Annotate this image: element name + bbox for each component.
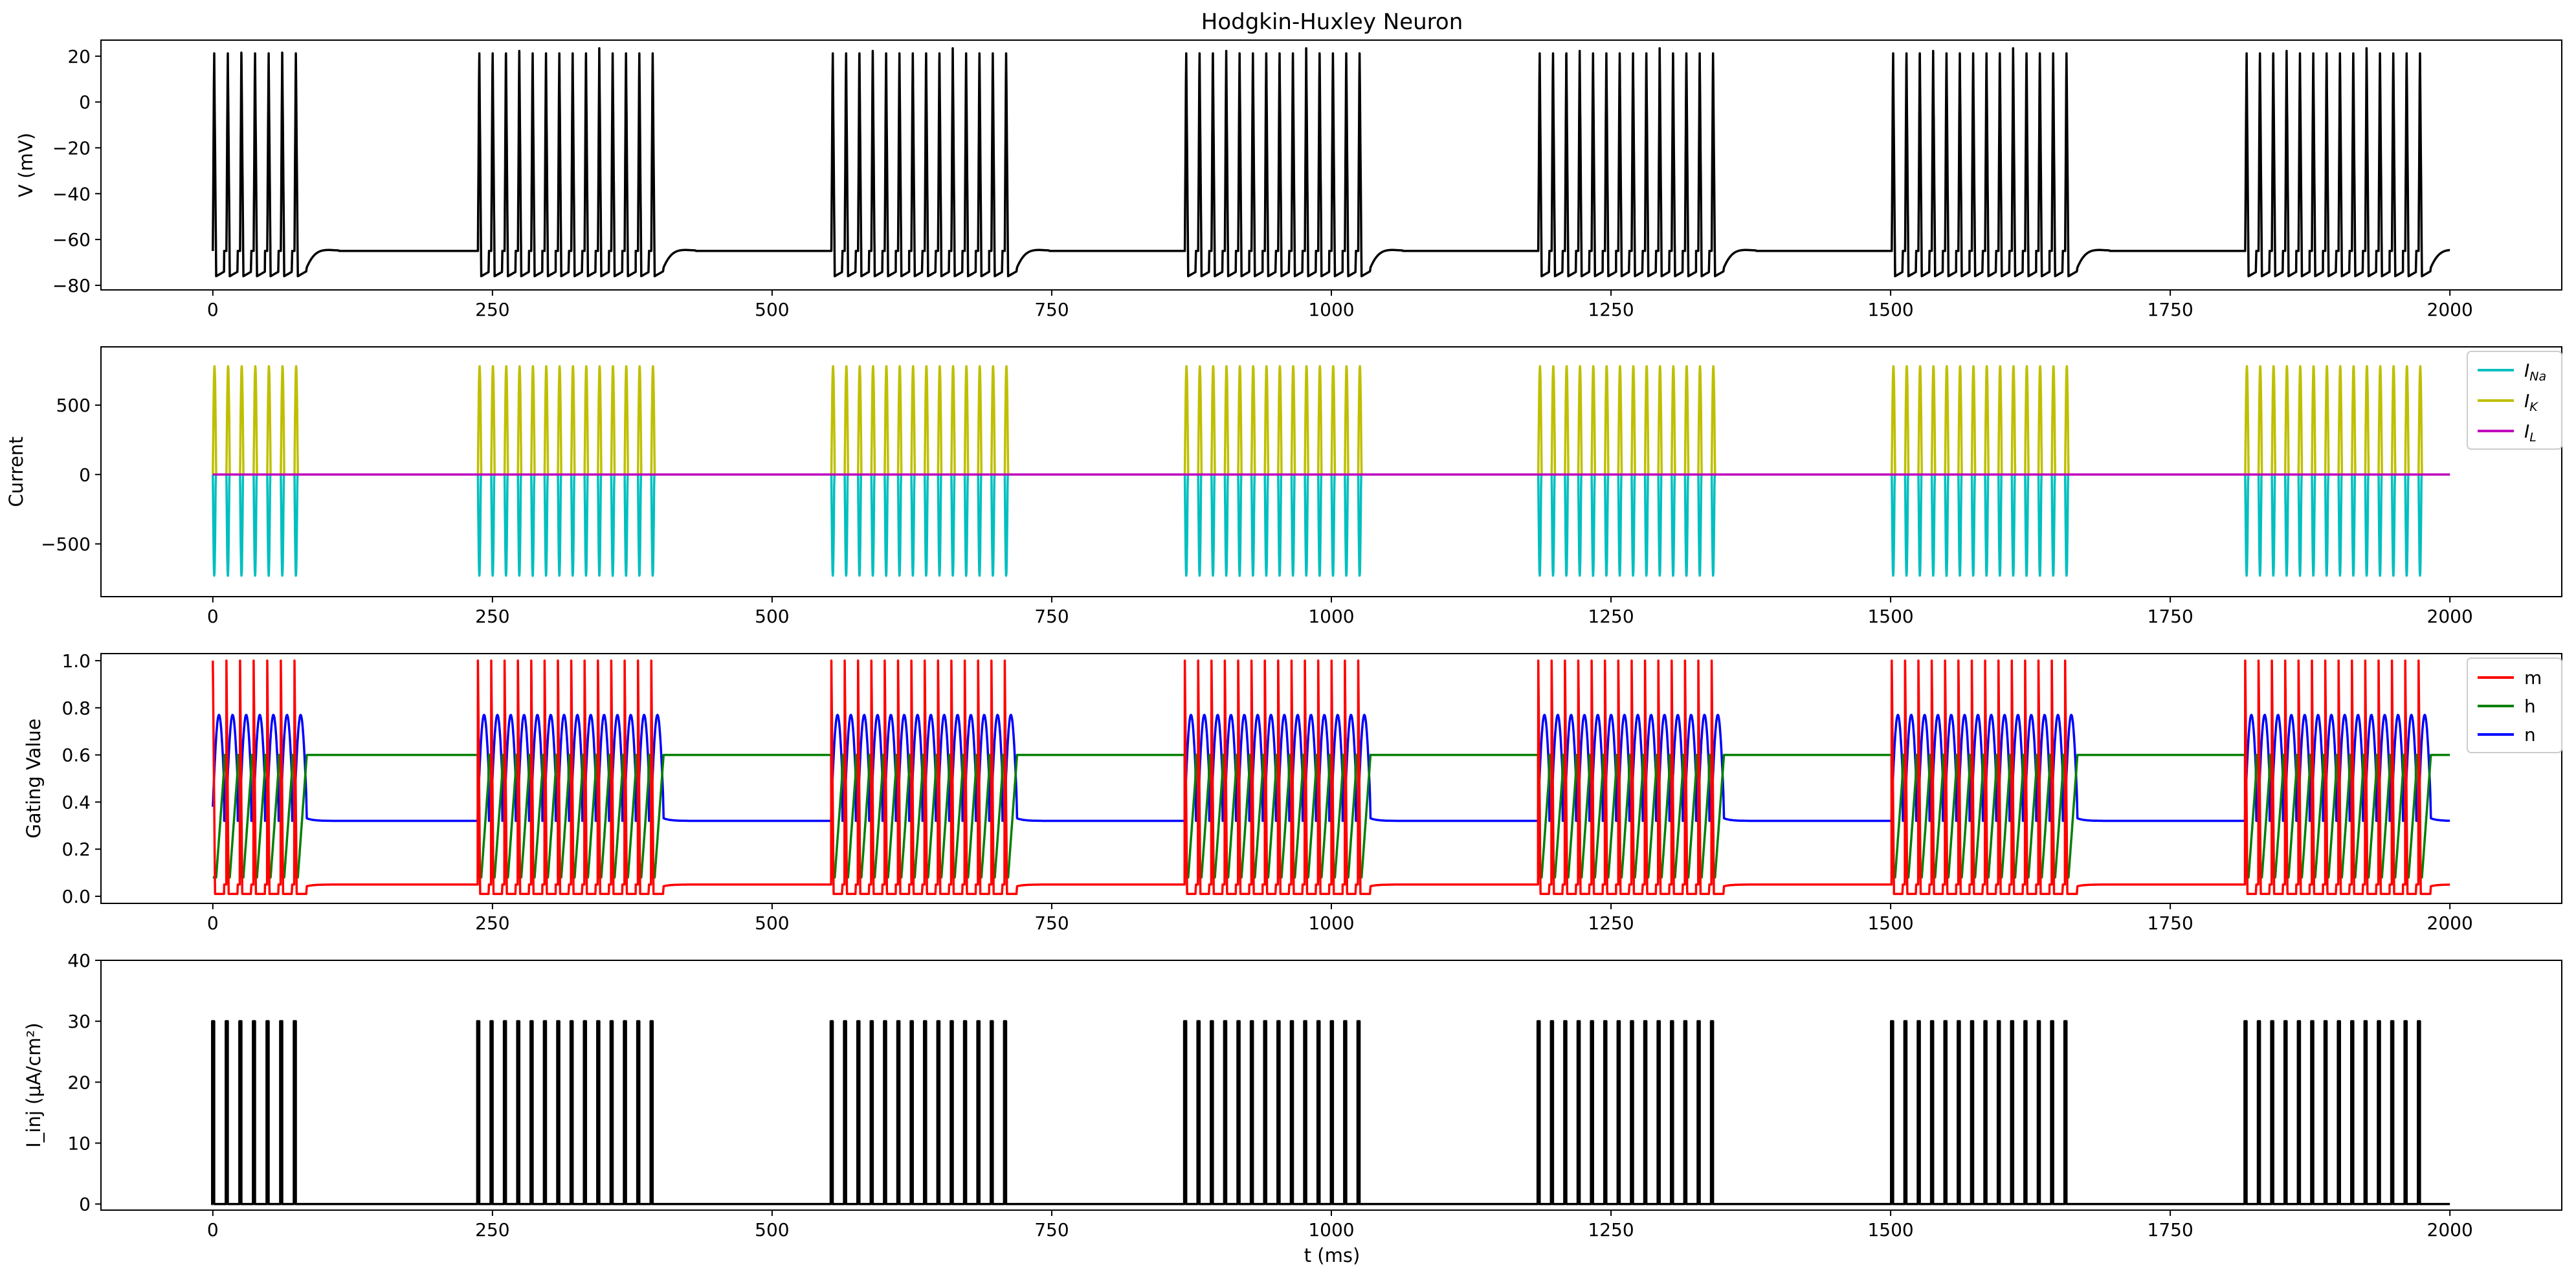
x-tick-label: 1250 xyxy=(1588,1219,1634,1241)
x-tick-label: 750 xyxy=(1034,1219,1069,1241)
y-tick-label: −500 xyxy=(41,534,91,555)
x-tick-label: 1000 xyxy=(1308,1219,1354,1241)
y-tick-label: 0.4 xyxy=(61,791,91,813)
voltage-y-axis-label: V (mV) xyxy=(15,133,37,197)
x-tick-label: 500 xyxy=(755,912,789,934)
gating-x-ticks: 0 250 500 750 1000 1250 1500 1750 2000 xyxy=(207,903,2473,934)
gating-y-ticks: 0.0 0.2 0.4 0.6 0.8 1.0 xyxy=(61,650,101,907)
y-tick-label: 0.6 xyxy=(61,745,91,766)
voltage-x-ticks: 0 250 500 750 1000 1250 1500 1750 2000 xyxy=(207,290,2473,320)
panel-injected-current: 0 250 500 750 1000 1250 1500 1750 2000 0 10 20 30 40… xyxy=(23,950,2562,1266)
y-tick-label: 10 xyxy=(67,1132,91,1154)
x-tick-label: 250 xyxy=(475,1219,509,1241)
y-tick-label: 40 xyxy=(67,950,91,971)
y-tick-label: 20 xyxy=(67,46,91,67)
y-tick-label: 0.2 xyxy=(61,839,91,860)
x-tick-label: 1000 xyxy=(1308,606,1354,627)
x-tick-label: 750 xyxy=(1034,606,1069,627)
currents-x-ticks: 0 250 500 750 1000 1250 1500 1750 2000 xyxy=(207,597,2473,627)
injected-x-ticks: 0 250 500 750 1000 1250 1500 1750 2000 xyxy=(207,1210,2473,1241)
y-tick-label: 20 xyxy=(67,1072,91,1093)
x-tick-label: 1500 xyxy=(1867,606,1913,627)
currents-y-axis-label: Current xyxy=(5,437,27,507)
voltage-trace xyxy=(212,47,2451,278)
x-tick-label: 0 xyxy=(207,912,219,934)
currents-series-layer xyxy=(212,365,2451,577)
x-tick-label: 1250 xyxy=(1588,299,1634,320)
gating-legend: m h n xyxy=(2467,657,2562,753)
legend-label-ik: IK xyxy=(2524,390,2538,414)
x-tick-label: 1250 xyxy=(1588,912,1634,934)
x-tick-label: 250 xyxy=(475,912,509,934)
m-trace xyxy=(212,659,2451,896)
x-tick-label: 250 xyxy=(475,299,509,320)
gating-series-layer xyxy=(212,659,2451,896)
x-tick-label: 1500 xyxy=(1867,299,1913,320)
y-tick-label: 0.0 xyxy=(61,886,91,907)
legend-label-m: m xyxy=(2524,667,2542,689)
x-tick-label: 750 xyxy=(1034,912,1069,934)
panel-gating: 0 250 500 750 1000 1250 1500 1750 2000 0.0 0.2 0.4… xyxy=(23,650,2562,934)
x-tick-label: 2000 xyxy=(2427,299,2473,320)
x-tick-label: 1250 xyxy=(1588,606,1634,627)
panel-voltage: 0 250 500 750 1000 1250 1500 1750 2000 −80 −60 −40… xyxy=(15,39,2562,320)
injected-series-layer xyxy=(211,1020,2450,1206)
y-tick-label: −40 xyxy=(52,183,91,204)
panel-currents: 0 250 500 750 1000 1250 1500 1750 2000 −5000500 … xyxy=(5,346,2562,627)
x-tick-label: 2000 xyxy=(2427,912,2473,934)
x-tick-label: 500 xyxy=(755,1219,789,1241)
x-tick-label: 1750 xyxy=(2148,606,2193,627)
x-tick-label: 0 xyxy=(207,1219,219,1241)
y-tick-label: −20 xyxy=(52,137,91,159)
voltage-series-layer xyxy=(212,47,2451,278)
x-tick-label: 1750 xyxy=(2148,1219,2193,1241)
legend-label-il: IL xyxy=(2524,421,2537,445)
x-tick-label: 2000 xyxy=(2427,1219,2473,1241)
x-tick-label: 0 xyxy=(207,299,219,320)
x-tick-label: 1000 xyxy=(1308,912,1354,934)
currents-y-ticks: −500 0 500 xyxy=(41,395,101,555)
x-tick-label: 1000 xyxy=(1308,299,1354,320)
currents-legend-box xyxy=(2467,351,2562,450)
y-tick-label: 0 xyxy=(79,92,91,113)
currents-legend: INa IK IL xyxy=(2467,351,2562,450)
legend-label-h: h xyxy=(2524,696,2536,717)
x-axis-label: t (ms) xyxy=(1304,1244,1360,1266)
x-tick-label: 1500 xyxy=(1867,1219,1913,1241)
y-tick-label: −60 xyxy=(52,229,91,250)
x-tick-label: 2000 xyxy=(2427,606,2473,627)
y-tick-label: 500 xyxy=(56,395,91,416)
gating-y-axis-label: Gating Value xyxy=(23,718,45,838)
y-tick-label: 1.0 xyxy=(61,650,91,672)
y-tick-label: 0 xyxy=(79,1194,91,1215)
legend-label-ina: INa xyxy=(2524,360,2546,384)
x-tick-label: 1750 xyxy=(2148,912,2193,934)
y-tick-label: 0 xyxy=(79,464,91,485)
gating-legend-box xyxy=(2467,657,2562,753)
injected-y-axis-label: I_inj (μA/cm²) xyxy=(23,1022,45,1147)
figure-title: Hodgkin-Huxley Neuron xyxy=(1201,9,1463,35)
injected-current-trace xyxy=(211,1020,2450,1206)
x-tick-label: 1500 xyxy=(1867,912,1913,934)
legend-label-n: n xyxy=(2524,724,2536,745)
x-tick-label: 750 xyxy=(1034,299,1069,320)
injected-y-ticks: 0 10 20 30 40 xyxy=(67,950,101,1215)
n-trace xyxy=(212,713,2451,822)
x-tick-label: 1750 xyxy=(2148,299,2193,320)
voltage-y-ticks: −80 −60 −40 −20 0 20 xyxy=(52,46,101,296)
y-tick-label: 30 xyxy=(67,1011,91,1032)
x-tick-label: 250 xyxy=(475,606,509,627)
x-tick-label: 500 xyxy=(755,299,789,320)
x-tick-label: 500 xyxy=(755,606,789,627)
y-tick-label: −80 xyxy=(52,275,91,296)
x-tick-label: 0 xyxy=(207,606,219,627)
y-tick-label: 0.8 xyxy=(61,698,91,719)
